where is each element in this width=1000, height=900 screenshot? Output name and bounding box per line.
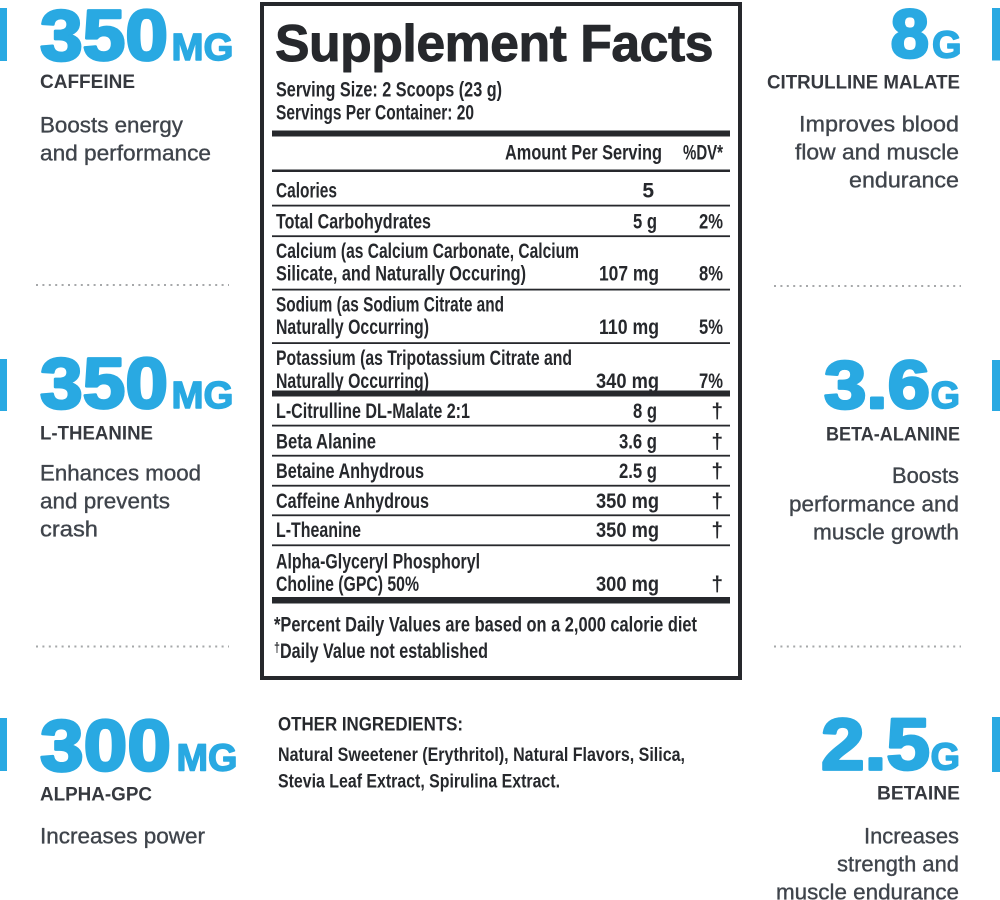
svg-text:Natural Sweetener (Erythritol): Natural Sweetener (Erythritol), Natural …	[278, 745, 685, 766]
svg-text:350: 350	[40, 345, 168, 424]
svg-text:350 mg: 350 mg	[596, 490, 659, 513]
svg-text:†: †	[711, 460, 723, 483]
svg-text:5 g: 5 g	[633, 211, 657, 234]
svg-text:Sodium (as Sodium Citrate and: Sodium (as Sodium Citrate and	[276, 294, 504, 317]
svg-text:3.6 g: 3.6 g	[619, 431, 657, 454]
svg-text:L-Theanine: L-Theanine	[276, 519, 361, 542]
svg-text:5%: 5%	[699, 316, 723, 339]
svg-text:†: †	[711, 400, 723, 423]
svg-text:Alpha-Glyceryl Phosphoryl: Alpha-Glyceryl Phosphoryl	[276, 551, 480, 574]
svg-text:8: 8	[891, 0, 929, 73]
svg-text:Silicate, and Naturally Occuri: Silicate, and Naturally Occuring)	[276, 263, 526, 286]
svg-text:%DV*: %DV*	[683, 142, 724, 165]
svg-text:Potassium (as Tripotassium Cit: Potassium (as Tripotassium Citrate and	[276, 347, 572, 370]
svg-text:G: G	[930, 375, 960, 417]
svg-text:†: †	[711, 490, 723, 513]
svg-text:Stevia Leaf Extract, Spirulina: Stevia Leaf Extract, Spirulina Extract.	[278, 772, 560, 793]
svg-text:Improves blood: Improves blood	[799, 112, 959, 137]
svg-text:Calories: Calories	[276, 180, 337, 203]
svg-text:Beta Alanine: Beta Alanine	[276, 431, 376, 454]
svg-text:BETAINE: BETAINE	[877, 784, 960, 805]
svg-text:107 mg: 107 mg	[599, 263, 659, 286]
svg-text:L-Citrulline DL-Malate 2:1: L-Citrulline DL-Malate 2:1	[276, 400, 470, 423]
svg-text:performance and: performance and	[789, 492, 959, 517]
svg-text:Servings Per Container: 20: Servings Per Container: 20	[276, 102, 474, 125]
svg-text:flow and muscle: flow and muscle	[795, 140, 959, 165]
svg-text:110 mg: 110 mg	[599, 316, 659, 339]
svg-text:and performance: and performance	[40, 141, 211, 166]
svg-text:Caffeine Anhydrous: Caffeine Anhydrous	[276, 490, 429, 513]
svg-text:†: †	[711, 573, 723, 596]
svg-text:OTHER INGREDIENTS:: OTHER INGREDIENTS:	[278, 715, 463, 736]
svg-text:Boosts energy: Boosts energy	[40, 113, 183, 138]
svg-text:G: G	[932, 25, 962, 67]
svg-text:2.5 g: 2.5 g	[619, 460, 657, 483]
svg-text:340 mg: 340 mg	[596, 370, 659, 393]
svg-text:endurance: endurance	[849, 168, 959, 193]
svg-text:300: 300	[40, 706, 171, 787]
svg-text:2%: 2%	[699, 211, 723, 234]
svg-text:Naturally Occurring): Naturally Occurring)	[276, 316, 429, 339]
svg-text:2.5: 2.5	[821, 705, 930, 786]
svg-text:8%: 8%	[699, 263, 723, 286]
svg-text:†Daily Value not established: †Daily Value not established	[274, 639, 488, 663]
svg-text:300 mg: 300 mg	[596, 573, 659, 596]
svg-text:8 g: 8 g	[633, 400, 657, 423]
svg-text:7%: 7%	[699, 370, 723, 393]
svg-text:Boosts: Boosts	[892, 463, 959, 488]
svg-text:Calcium (as Calcium Carbonate,: Calcium (as Calcium Carbonate, Calcium	[276, 240, 579, 263]
svg-text:Increases power: Increases power	[40, 824, 205, 849]
svg-text:CAFFEINE: CAFFEINE	[40, 72, 135, 93]
svg-text:350 mg: 350 mg	[596, 519, 659, 542]
svg-text:350: 350	[40, 0, 168, 76]
svg-text:Total Carbohydrates: Total Carbohydrates	[276, 211, 431, 234]
svg-text:ALPHA-GPC: ALPHA-GPC	[40, 785, 152, 806]
svg-text:MG: MG	[177, 738, 238, 780]
svg-text:*Percent Daily Values are base: *Percent Daily Values are based on a 2,0…	[274, 614, 697, 637]
svg-text:CITRULLINE MALATE: CITRULLINE MALATE	[767, 73, 960, 94]
svg-text:Serving Size: 2 Scoops (23 g): Serving Size: 2 Scoops (23 g)	[276, 79, 502, 102]
svg-text:Choline (GPC) 50%: Choline (GPC) 50%	[276, 573, 419, 596]
svg-text:strength and: strength and	[837, 852, 959, 877]
svg-text:crash: crash	[40, 517, 98, 542]
svg-text:and prevents: and prevents	[40, 489, 170, 514]
svg-text:†: †	[711, 519, 723, 542]
svg-text:Increases: Increases	[864, 824, 959, 849]
svg-text:muscle growth: muscle growth	[813, 520, 959, 545]
svg-text:G: G	[930, 737, 960, 779]
svg-text:BETA-ALANINE: BETA-ALANINE	[826, 425, 960, 446]
svg-text:MG: MG	[172, 27, 234, 69]
svg-text:muscle endurance: muscle endurance	[776, 880, 959, 900]
svg-text:3.6: 3.6	[824, 347, 930, 423]
svg-text:Supplement Facts: Supplement Facts	[275, 15, 713, 73]
svg-text:5: 5	[642, 180, 654, 203]
svg-text:Naturally Occurring): Naturally Occurring)	[276, 370, 429, 393]
svg-text:Amount Per Serving: Amount Per Serving	[505, 142, 662, 165]
svg-text:†: †	[711, 431, 723, 454]
svg-text:MG: MG	[172, 375, 234, 417]
svg-text:L-THEANINE: L-THEANINE	[40, 424, 153, 445]
svg-text:Enhances mood: Enhances mood	[40, 461, 201, 486]
svg-text:Betaine Anhydrous: Betaine Anhydrous	[276, 460, 424, 483]
